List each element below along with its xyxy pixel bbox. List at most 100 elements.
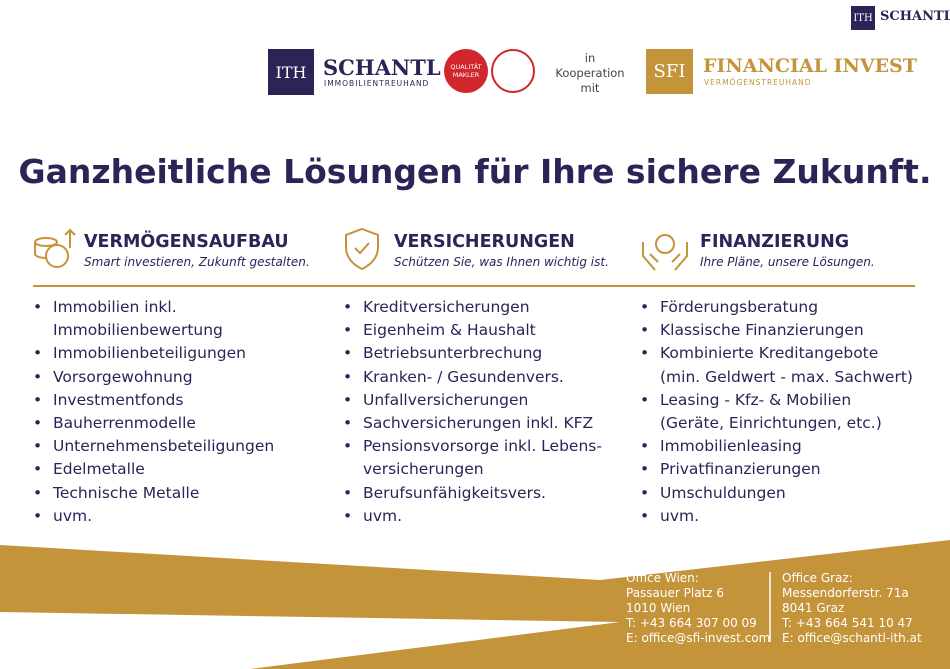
item-line: Betriebsunterbrechung bbox=[363, 344, 543, 363]
item-line: Technische Metalle bbox=[53, 483, 200, 502]
list-item: Immobilien inkl. Immobilienbewertung bbox=[33, 296, 333, 342]
item-line: Edelmetalle bbox=[53, 460, 145, 479]
item-line: Bauherrenmodelle bbox=[53, 414, 196, 433]
item-line: Berufsunfähigkeitsvers. bbox=[363, 483, 546, 502]
office-line: Office Graz: bbox=[782, 571, 853, 585]
list-item: uvm. bbox=[33, 505, 333, 528]
title: Ganzheitliche Lösungen für Ihre sichere … bbox=[18, 152, 932, 191]
list-item: Umschuldungen bbox=[640, 482, 940, 505]
right-logo-name: FINANCIAL INVEST bbox=[703, 55, 917, 77]
item-line: Leasing - Kfz- & Mobilien bbox=[660, 390, 852, 409]
list-item: Eigenheim & Haushalt bbox=[343, 319, 643, 342]
office-line: E: office@schantl-ith.at bbox=[782, 631, 922, 645]
office: Office Graz: Messendorferstr. 71a 8041 Gra… bbox=[782, 571, 922, 646]
list-item: Edelmetalle bbox=[33, 458, 333, 481]
column-list: Immobilien inkl.ImmobilienbewertungImmob… bbox=[33, 296, 333, 528]
coop-text: Kooperation bbox=[555, 66, 625, 80]
badge-text: MAKLER bbox=[452, 71, 480, 79]
item-line: (Geräte, Einrichtungen, etc.) bbox=[660, 414, 882, 433]
list-item: Privatfinanzierungen bbox=[640, 458, 940, 481]
item-line: Immobilienleasing bbox=[660, 437, 802, 456]
item-line: Unfallversicherungen bbox=[363, 390, 529, 409]
item-line: Eigenheim & Haushalt bbox=[363, 321, 536, 340]
cooperation: in Kooperation mit bbox=[548, 51, 632, 96]
right-logo-tagline: VERMÖGENSTREUHAND bbox=[704, 78, 812, 87]
column-subtitle: Ihre Pläne, unsere Lösungen. bbox=[700, 255, 875, 269]
item-line: uvm. bbox=[53, 506, 93, 525]
list-item: Immobilienbeteiligungen bbox=[33, 342, 333, 365]
list-item: Kranken- / Gesundenvers. bbox=[343, 366, 643, 389]
item-line: Investmentfonds bbox=[53, 390, 184, 409]
item-line: versicherungen bbox=[363, 460, 484, 479]
divider bbox=[33, 285, 915, 287]
coop-text: in bbox=[584, 51, 596, 65]
left-logo-name: SCHANTL bbox=[323, 55, 441, 80]
list-item: Bauherrenmodelle bbox=[33, 412, 333, 435]
item-line: Kranken- / Gesundenvers. bbox=[363, 367, 564, 386]
left-logo-mark: ITH bbox=[268, 49, 314, 95]
item-line: Sachversicherungen inkl. KFZ bbox=[363, 414, 594, 433]
right-logo-mark: SFI bbox=[646, 49, 693, 94]
quality-badge: QUALITÄT MAKLER bbox=[444, 49, 488, 93]
office-line: Office Wien: bbox=[626, 571, 699, 585]
column-list: Kreditversicherungen Eigenheim & Haushalt… bbox=[343, 296, 643, 528]
coop-text: mit bbox=[580, 81, 600, 95]
list-item: Sachversicherungen inkl. KFZ bbox=[343, 412, 643, 435]
office-line: 8041 Graz bbox=[782, 601, 845, 615]
list-item: Unternehmensbeteiligungen bbox=[33, 435, 333, 458]
item-line: Immobilien inkl. bbox=[53, 298, 177, 316]
icon-hands bbox=[642, 234, 688, 271]
icon-shield bbox=[345, 227, 379, 271]
column-heading: VERSICHERUNGEN bbox=[394, 232, 575, 252]
list-item: Kreditversicherungen bbox=[343, 296, 643, 319]
item-line: Kombinierte Kreditangebote bbox=[660, 344, 879, 363]
item-line: Unternehmensbeteiligungen bbox=[53, 437, 275, 456]
item-line: Immobilienbewertung bbox=[53, 321, 223, 340]
item-line: Pensionsvorsorge inkl. Lebens- bbox=[363, 437, 602, 456]
item-line: Umschuldungen bbox=[660, 483, 786, 502]
list-item: Pensionsvorsorge inkl. Lebens-versicheru… bbox=[343, 435, 643, 481]
item-line: uvm. bbox=[660, 506, 700, 525]
column-subtitle: Schützen Sie, was Ihnen wichtig ist. bbox=[394, 255, 609, 269]
list-item: Förderungsberatung bbox=[640, 296, 940, 319]
list-item: Leasing - Kfz- & Mobilien (Geräte, Einric… bbox=[640, 389, 940, 435]
list-item: uvm. bbox=[343, 505, 643, 528]
list-item: Betriebsunterbrechung bbox=[343, 342, 643, 365]
seal-badge bbox=[491, 49, 535, 93]
left-logo-tagline: IMMOBILIENTREUHAND bbox=[324, 79, 430, 88]
item-line: Privatfinanzierungen bbox=[660, 460, 821, 479]
office-line: T: +43 664 307 00 09 bbox=[626, 616, 757, 630]
office-line: 1010 Wien bbox=[626, 601, 691, 615]
office-line: E: office@sfi-invest.com bbox=[626, 631, 771, 645]
office-line: Passauer Platz 6 bbox=[626, 586, 725, 600]
item-line: Immobilienbeteiligungen bbox=[53, 344, 246, 363]
office-line: Messendorferstr. 71a bbox=[782, 586, 909, 600]
list-item: Investmentfonds bbox=[33, 389, 333, 412]
list-item: Unfallversicherungen bbox=[343, 389, 643, 412]
column-heading: VERMÖGENSAUFBAU bbox=[84, 232, 289, 252]
list-item: Technische Metalle bbox=[33, 482, 333, 505]
item-line: Förderungsberatung bbox=[660, 298, 819, 316]
column-subtitle: Smart investieren, Zukunft gestalten. bbox=[84, 255, 310, 269]
list-item: Klassische Finanzierungen bbox=[640, 319, 940, 342]
column-list: Förderungsberatung Klassische Finanzierun… bbox=[640, 296, 940, 528]
corner-logo-mark: ITH bbox=[851, 6, 875, 30]
item-line: Vorsorgewohnung bbox=[53, 367, 193, 386]
list-item: Berufsunfähigkeitsvers. bbox=[343, 482, 643, 505]
item-line: Klassische Finanzierungen bbox=[660, 321, 864, 340]
column-heading: FINANZIERUNG bbox=[700, 232, 850, 252]
item-line: (min. Geldwert - max. Sachwert) bbox=[660, 367, 913, 386]
list-item: Vorsorgewohnung bbox=[33, 366, 333, 389]
corner-logo-name: SCHANTL bbox=[880, 9, 950, 24]
badge-text: QUALITÄT bbox=[450, 63, 482, 71]
item-line: uvm. bbox=[363, 506, 403, 525]
list-item: Kombinierte Kreditangebote (min. Geldwert… bbox=[640, 342, 940, 388]
item-line: Kreditversicherungen bbox=[363, 298, 530, 316]
icon-coins bbox=[34, 228, 76, 268]
office-line: T: +43 664 541 10 47 bbox=[782, 616, 913, 630]
list-item: uvm. bbox=[640, 505, 940, 528]
office: Office Wien: Passauer Platz 6 1010 Wien T: … bbox=[626, 571, 770, 646]
list-item: Immobilienleasing bbox=[640, 435, 940, 458]
